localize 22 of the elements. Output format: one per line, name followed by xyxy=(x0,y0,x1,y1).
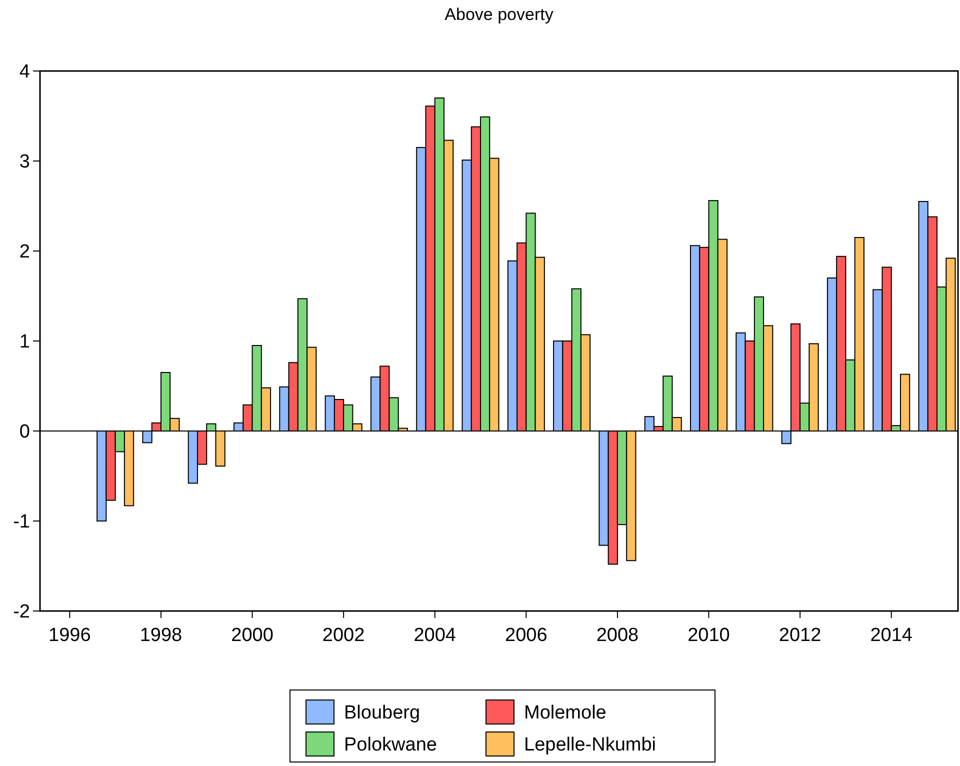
y-tick-label: 0 xyxy=(19,422,30,443)
y-tick-label: 2 xyxy=(19,242,30,263)
x-tick-label: 2006 xyxy=(505,625,548,646)
y-tick-label: 4 xyxy=(19,62,30,83)
x-tick-label: 1998 xyxy=(140,625,182,646)
x-tick-label: 2010 xyxy=(688,625,730,646)
legend-label: Lepelle-Nkumbi xyxy=(524,734,656,756)
y-tick-label: 3 xyxy=(19,152,30,173)
legend-label: Polokwane xyxy=(344,734,437,756)
y-tick-label: -1 xyxy=(13,512,30,533)
x-tick-label: 2014 xyxy=(870,625,913,646)
x-tick-label: 2000 xyxy=(231,625,274,646)
x-tick-label: 1996 xyxy=(48,625,91,646)
x-tick-label: 2012 xyxy=(778,625,822,646)
x-tick-label: 2008 xyxy=(596,625,639,646)
x-tick-label: 2004 xyxy=(414,625,456,646)
y-tick-label: 1 xyxy=(19,332,30,353)
legend-label: Molemole xyxy=(524,702,606,724)
chart-title: Above poverty xyxy=(444,5,554,24)
x-tick-label: 2002 xyxy=(322,625,365,646)
legend-label: Blouberg xyxy=(344,702,420,724)
y-tick-label: -2 xyxy=(13,602,30,623)
